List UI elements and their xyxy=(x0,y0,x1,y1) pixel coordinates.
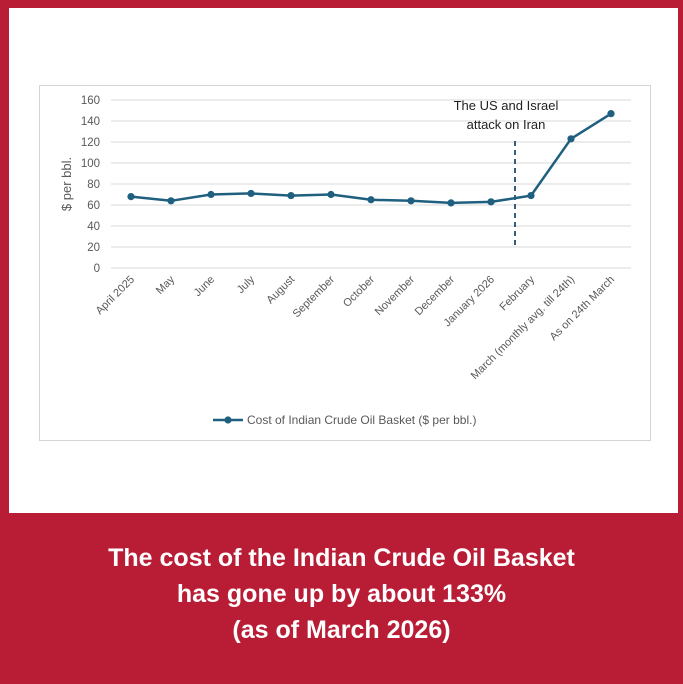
y-tick-label: 60 xyxy=(87,200,100,212)
legend-marker xyxy=(224,416,232,424)
data-point xyxy=(487,198,495,206)
data-point xyxy=(207,190,215,199)
caption-line-2: has gone up by about 133% xyxy=(176,580,507,608)
data-point xyxy=(607,110,615,118)
y-tick-label: 0 xyxy=(94,263,100,275)
annotation-text-line-2: attack on Iran xyxy=(467,117,546,132)
data-point xyxy=(127,193,135,201)
x-tick-label: May xyxy=(154,273,178,297)
data-point xyxy=(567,135,575,143)
caption-line-3: (as of March 2026) xyxy=(232,616,451,644)
x-tick-label: February xyxy=(498,273,538,313)
x-tick-label: September xyxy=(291,273,338,320)
x-tick-label: July xyxy=(235,273,258,296)
caption: The cost of the Indian Crude Oil Basket … xyxy=(0,540,683,648)
y-tick-label: 80 xyxy=(87,179,100,191)
legend-label: Cost of Indian Crude Oil Basket ($ per b… xyxy=(247,413,476,427)
x-tick-label: October xyxy=(341,273,377,309)
x-tick-label: November xyxy=(373,273,418,318)
annotation-text-line-1: The US and Israel xyxy=(454,98,559,113)
x-tick-label: August xyxy=(264,274,297,307)
y-tick-label: 140 xyxy=(81,116,100,128)
data-point xyxy=(367,196,375,204)
data-point xyxy=(167,197,175,205)
data-point xyxy=(287,191,295,200)
x-tick-label: April 2025 xyxy=(94,274,138,318)
y-tick-label: 40 xyxy=(87,221,100,233)
y-axis-label: $ per bbl. xyxy=(59,157,74,211)
data-point xyxy=(447,199,455,207)
y-tick-label: 100 xyxy=(81,158,100,170)
chart-card xyxy=(9,8,678,513)
y-tick-label: 120 xyxy=(81,137,100,149)
y-tick-label: 20 xyxy=(87,242,100,254)
x-tick-label: June xyxy=(192,274,217,299)
data-point xyxy=(527,191,535,200)
data-point xyxy=(247,189,255,198)
caption-line-1: The cost of the Indian Crude Oil Basket xyxy=(108,544,575,572)
chart-frame xyxy=(39,85,651,441)
data-point xyxy=(327,190,335,199)
data-point xyxy=(407,197,415,205)
y-tick-label: 160 xyxy=(81,95,100,107)
